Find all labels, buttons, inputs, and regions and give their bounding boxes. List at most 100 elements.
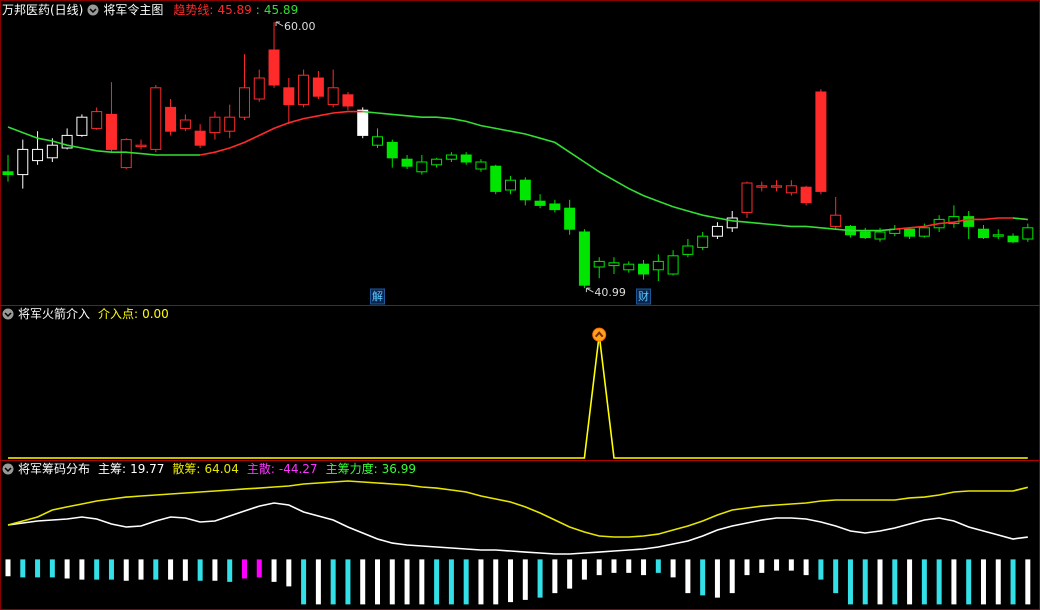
candle-body [91,111,103,129]
bar [833,559,839,594]
bar [197,559,203,581]
chips-header: 将军筹码分布 主筹: 19.77 散筹: 64.04 主散: -44.27 主筹… [2,462,416,476]
bar [330,559,336,605]
bar [729,559,735,594]
bar [360,559,366,605]
bar [419,559,425,605]
bar [508,559,514,603]
bar [626,559,632,573]
series-line [7,502,1028,555]
stock-title: 万邦医药(日线) [2,3,84,17]
legend-name: 趋势线: [173,3,214,17]
bar [641,559,647,576]
candle-body [874,231,886,240]
candle-body [918,227,930,237]
candle-body [312,77,324,97]
candle-body [76,116,88,136]
bar [803,559,809,576]
bar [847,559,853,605]
menu-icon[interactable] [87,4,99,16]
candle-body [963,216,975,227]
bar [744,559,750,576]
candle-body [120,139,132,169]
candle-body [519,179,531,201]
bar [404,559,410,605]
candle-body [61,134,73,149]
candle-body [992,234,1004,237]
signal-chevron [594,331,604,338]
candle-body [209,116,221,134]
candle-body [1007,235,1019,243]
bar [980,559,986,605]
bar [271,559,277,582]
candle-body [445,154,457,160]
candle-body [416,161,428,173]
legend-name: 主筹力度: [325,462,378,476]
candle-body [800,186,812,204]
legend-value: 36.99 [381,462,416,476]
bar [862,559,868,605]
legend-value: 64.04 [204,462,239,476]
indicator-title: 将军令主图 [103,3,164,17]
candle-body [904,228,916,237]
candle-body [578,231,590,286]
bar [685,559,691,594]
bar [714,559,720,598]
bar [966,559,972,605]
candle-body [238,87,250,118]
candle-body [2,171,14,176]
candle-body [32,148,44,162]
signal-label: 财 [638,289,649,303]
signal-box [370,288,385,305]
candle-body [771,185,783,188]
candle-body [150,87,162,150]
candle-body [165,106,177,132]
bar [168,559,174,580]
bar [123,559,129,581]
bar [552,559,558,594]
bar [64,559,70,579]
candle-body [342,94,354,107]
indicator-title: 将军火箭介入 [18,307,91,321]
menu-icon[interactable] [2,308,14,320]
candle-body [608,262,620,267]
bar [759,559,765,573]
main-header: 万邦医药(日线) 将军令主图 趋势线: 45.89 : 45.89 [2,3,298,17]
candle-body [682,245,694,255]
series-line [7,110,1028,232]
price-annotation: 40.99 [594,286,626,299]
candle-body [253,77,265,100]
bar [611,559,617,573]
candle-body [505,179,517,191]
legend-name: 散筹: [172,462,201,476]
candle-body [549,203,561,211]
menu-icon[interactable] [2,463,14,475]
bar [5,559,11,577]
annotation-arrow [275,21,284,27]
bar [345,559,351,605]
candle-body [327,87,339,106]
candle-body [357,109,369,136]
candle-body [460,154,472,163]
bar [94,559,100,580]
legend-value: 0.00 [142,307,169,321]
bar [567,559,573,589]
candle-body [475,161,487,170]
bar [478,559,484,605]
legend-name: 主散: [246,462,275,476]
price-annotation: 60.00 [284,20,316,33]
candle-body [741,182,753,213]
bar [700,559,706,596]
bar [49,559,55,578]
candle-body [815,91,827,192]
bar [301,559,307,605]
candle-body [711,225,723,237]
legend-value: 45.89 [263,3,299,17]
candle-body [667,255,679,275]
candle-body [623,263,635,271]
legend-value: 45.89 [217,3,252,17]
legend-value: -44.27 [278,462,318,476]
bar [493,559,499,605]
legend-value: 19.77 [130,462,165,476]
candle-body [283,87,295,106]
